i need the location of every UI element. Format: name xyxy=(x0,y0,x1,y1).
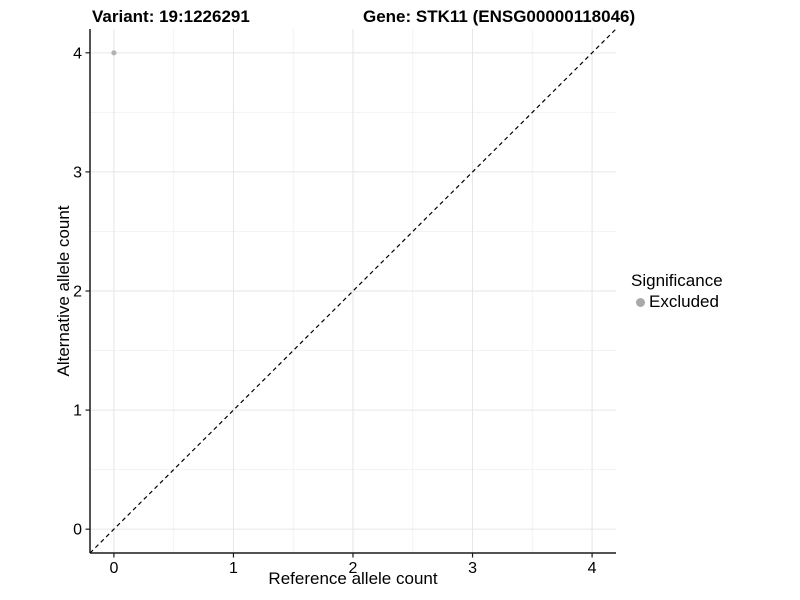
legend-title: Significance xyxy=(631,271,723,290)
x-tick-label: 0 xyxy=(109,560,118,577)
legend-item-label: Excluded xyxy=(649,292,719,311)
x-axis-label: Reference allele count xyxy=(268,569,438,588)
y-tick-label: 1 xyxy=(73,403,82,420)
y-tick-label: 2 xyxy=(73,284,82,301)
legend-items: Excluded xyxy=(631,293,723,311)
legend-point-icon xyxy=(635,297,645,307)
data-point xyxy=(111,50,117,56)
legend: Significance Excluded xyxy=(631,271,723,311)
y-axis-label: Alternative allele count xyxy=(54,205,73,377)
x-tick-label: 1 xyxy=(229,560,238,577)
plot-title-gene: Gene: STK11 (ENSG00000118046) xyxy=(363,7,636,26)
y-tick-label: 4 xyxy=(73,45,82,62)
identity-dashed-line xyxy=(89,28,617,554)
x-tick-label: 2 xyxy=(349,560,358,577)
x-tick-label: 4 xyxy=(588,560,597,577)
plot-title-variant: Variant: 19:1226291 xyxy=(92,7,250,26)
x-tick-label: 3 xyxy=(468,560,477,577)
legend-key xyxy=(631,293,649,311)
y-tick-label: 0 xyxy=(73,522,82,539)
legend-item: Excluded xyxy=(631,293,723,311)
y-tick-label: 3 xyxy=(73,164,82,181)
